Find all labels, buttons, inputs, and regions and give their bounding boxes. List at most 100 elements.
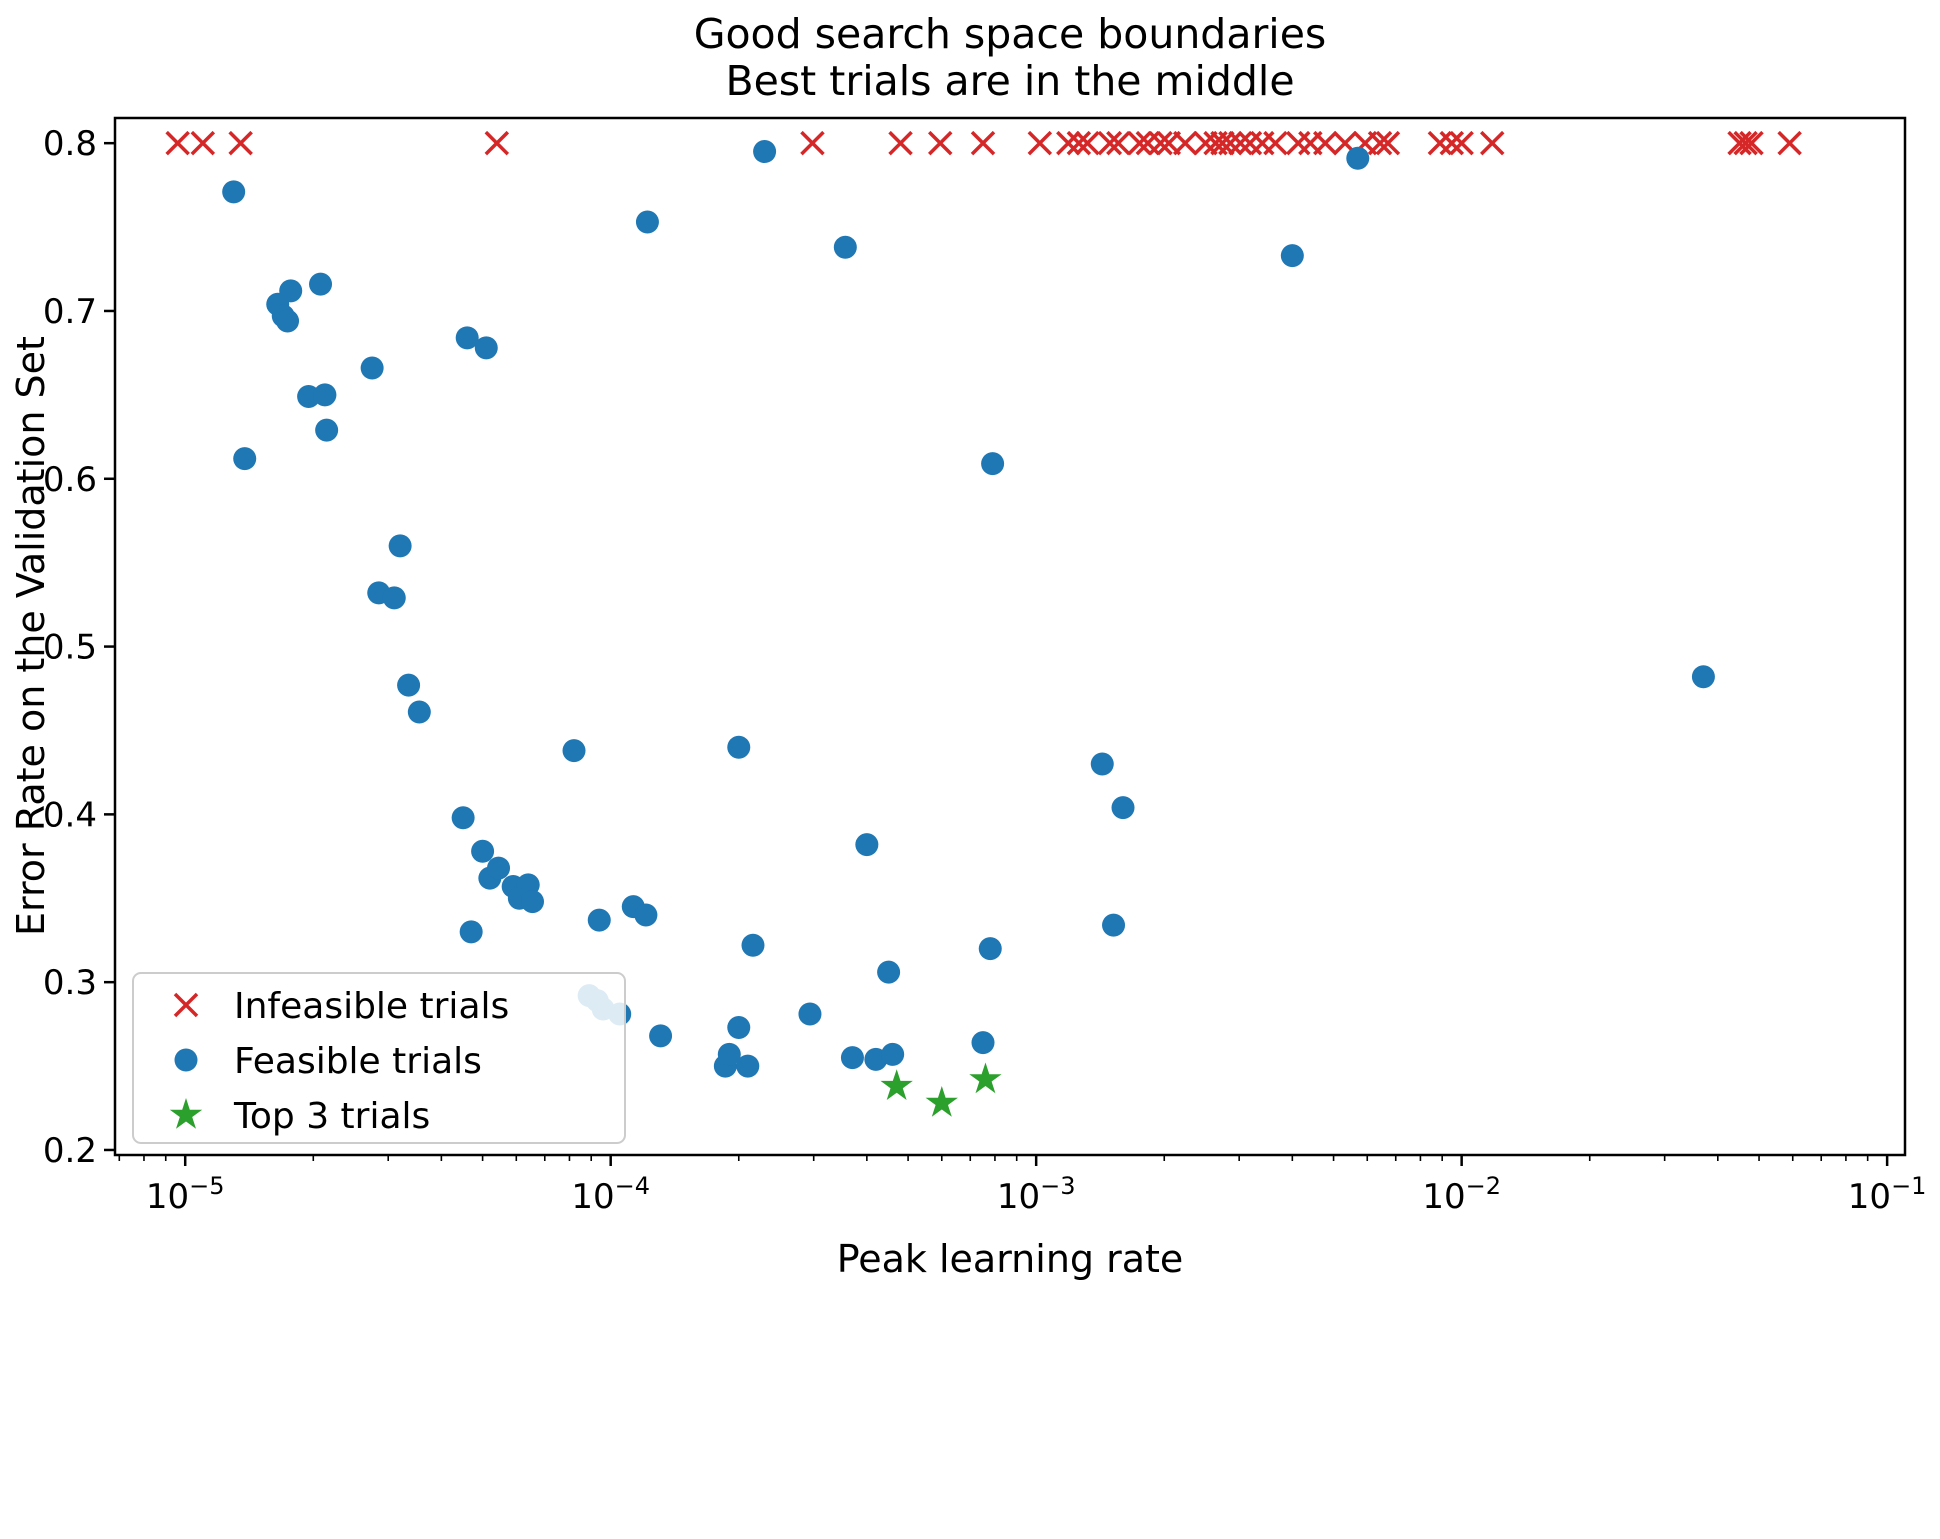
infeasible-trial-point (1075, 130, 1100, 156)
legend-label-top-trial: Top 3 trials (233, 1096, 430, 1137)
feasible-trial-point (855, 833, 879, 857)
infeasible-trial-point (1313, 130, 1338, 156)
infeasible-trial-point (1210, 130, 1235, 156)
legend: Infeasible trials Feasible trials Top 3 tr… (132, 972, 626, 1144)
legend-marker-infeasible-trial (173, 992, 199, 1018)
data-points (165, 130, 1802, 1117)
feasible-trial-point (313, 383, 337, 407)
y-tick-label: 0.6 (43, 460, 97, 500)
plot-border (113, 116, 1907, 1157)
feasible-trial-point (727, 735, 751, 759)
top-trial-point (969, 1062, 1002, 1094)
infeasible-trial-point (1027, 130, 1053, 156)
x-axis-label: Peak learning rate (837, 1237, 1184, 1281)
infeasible-trial-point (1375, 130, 1401, 156)
feasible-trial-point (833, 235, 857, 259)
feasible-trial-point (1346, 146, 1370, 170)
infeasible-trial-point (228, 130, 253, 156)
infeasible-trial-point (1148, 130, 1173, 156)
legend-box (132, 972, 626, 1144)
feasible-trial-point (233, 447, 257, 471)
feasible-trial-point (455, 326, 479, 350)
y-tick-label: 0.8 (43, 124, 97, 164)
infeasible-trial-point (1106, 130, 1131, 156)
feasible-trial-point (635, 210, 659, 234)
top-trial-point (925, 1086, 958, 1117)
feasible-trial-point (741, 933, 765, 957)
infeasible-trial-point (888, 130, 913, 156)
feasible-trial-point (382, 586, 406, 610)
x-tick-label: 10−3 (997, 1172, 1076, 1217)
infeasible-trial-point (1427, 130, 1453, 156)
infeasible-trial-point (165, 130, 190, 156)
feasible-trial-point (276, 309, 300, 333)
infeasible-trial-point (1449, 130, 1474, 156)
feasible-trial-point (388, 534, 412, 558)
feasible-trial-point (971, 1031, 995, 1055)
infeasible-trial-point (1056, 130, 1081, 156)
feasible-trial-point (407, 700, 431, 724)
feasible-trial-point (727, 1015, 751, 1039)
feasible-trial-point (753, 140, 777, 164)
feasible-trial-point (587, 908, 611, 932)
legend-marker-top-trial (169, 1098, 203, 1129)
infeasible-trial-point (1066, 130, 1092, 156)
infeasible-trial-point (1263, 130, 1288, 156)
feasible-trial-point (1111, 796, 1135, 820)
infeasible-trial-point (1367, 130, 1393, 156)
feasible-trial-point (840, 1046, 864, 1070)
feasible-trial-point (717, 1042, 741, 1066)
feasible-trial-point (459, 920, 483, 944)
infeasible-trial-point (1739, 130, 1764, 156)
x-tick-label: 10−2 (1422, 1172, 1501, 1217)
infeasible-trial-point (484, 130, 510, 156)
feasible-trial-point (1691, 665, 1715, 689)
legend-label-feasible-trial: Feasible trials (234, 1041, 482, 1082)
infeasible-trial-point (190, 130, 216, 156)
feasible-trial-point (877, 960, 901, 984)
feasible-trial-point (360, 356, 384, 380)
infeasible-trial-point (800, 130, 825, 156)
x-tick-label: 10−4 (571, 1172, 650, 1217)
feasible-trial-point (222, 180, 246, 204)
y-tick-label: 0.2 (43, 1131, 97, 1171)
infeasible-trial-point (1286, 130, 1311, 156)
feasible-trial-point (451, 806, 475, 830)
legend-marker-feasible-trial (174, 1048, 198, 1072)
feasible-trial-point (397, 673, 421, 697)
feasible-trial-point (736, 1054, 760, 1078)
feasible-trial-point (798, 1002, 822, 1026)
chart-title-line2: Best trials are in the middle (725, 57, 1294, 105)
feasible-trial-point (474, 336, 498, 360)
legend-label-infeasible-trial: Infeasible trials (234, 986, 509, 1027)
feasible-trial-point (562, 739, 586, 763)
feasible-trial-point (978, 937, 1002, 961)
infeasible-trial-point (1172, 130, 1198, 156)
y-axis-label: Error Rate on the Validation Set (9, 336, 53, 936)
feasible-trial-point (315, 418, 339, 442)
feasible-trial-point (487, 856, 511, 880)
y-tick-label: 0.4 (43, 795, 97, 835)
infeasible-trial-point (1727, 130, 1752, 156)
infeasible-trial-point (927, 130, 953, 156)
y-tick-label: 0.5 (43, 628, 97, 668)
infeasible-trial-point (1439, 130, 1465, 156)
feasible-trial-point (649, 1024, 673, 1048)
infeasible-trial-point (1127, 130, 1152, 156)
infeasible-trial-point (1228, 130, 1253, 156)
infeasible-trial-point (1733, 130, 1758, 156)
feasible-trial-point (309, 272, 333, 296)
infeasible-trial-point (1097, 130, 1123, 156)
infeasible-trial-point (1479, 130, 1505, 156)
y-tick-label: 0.7 (43, 292, 97, 332)
feasible-trial-point (1090, 752, 1114, 776)
top-trial-point (880, 1069, 913, 1100)
infeasible-trial-point (970, 130, 996, 156)
feasible-trial-point (520, 890, 544, 914)
feasible-trial-point (1102, 913, 1126, 937)
feasible-trial-point (981, 452, 1005, 476)
feasible-trial-point (881, 1042, 905, 1066)
feasible-trial-point (471, 839, 495, 863)
